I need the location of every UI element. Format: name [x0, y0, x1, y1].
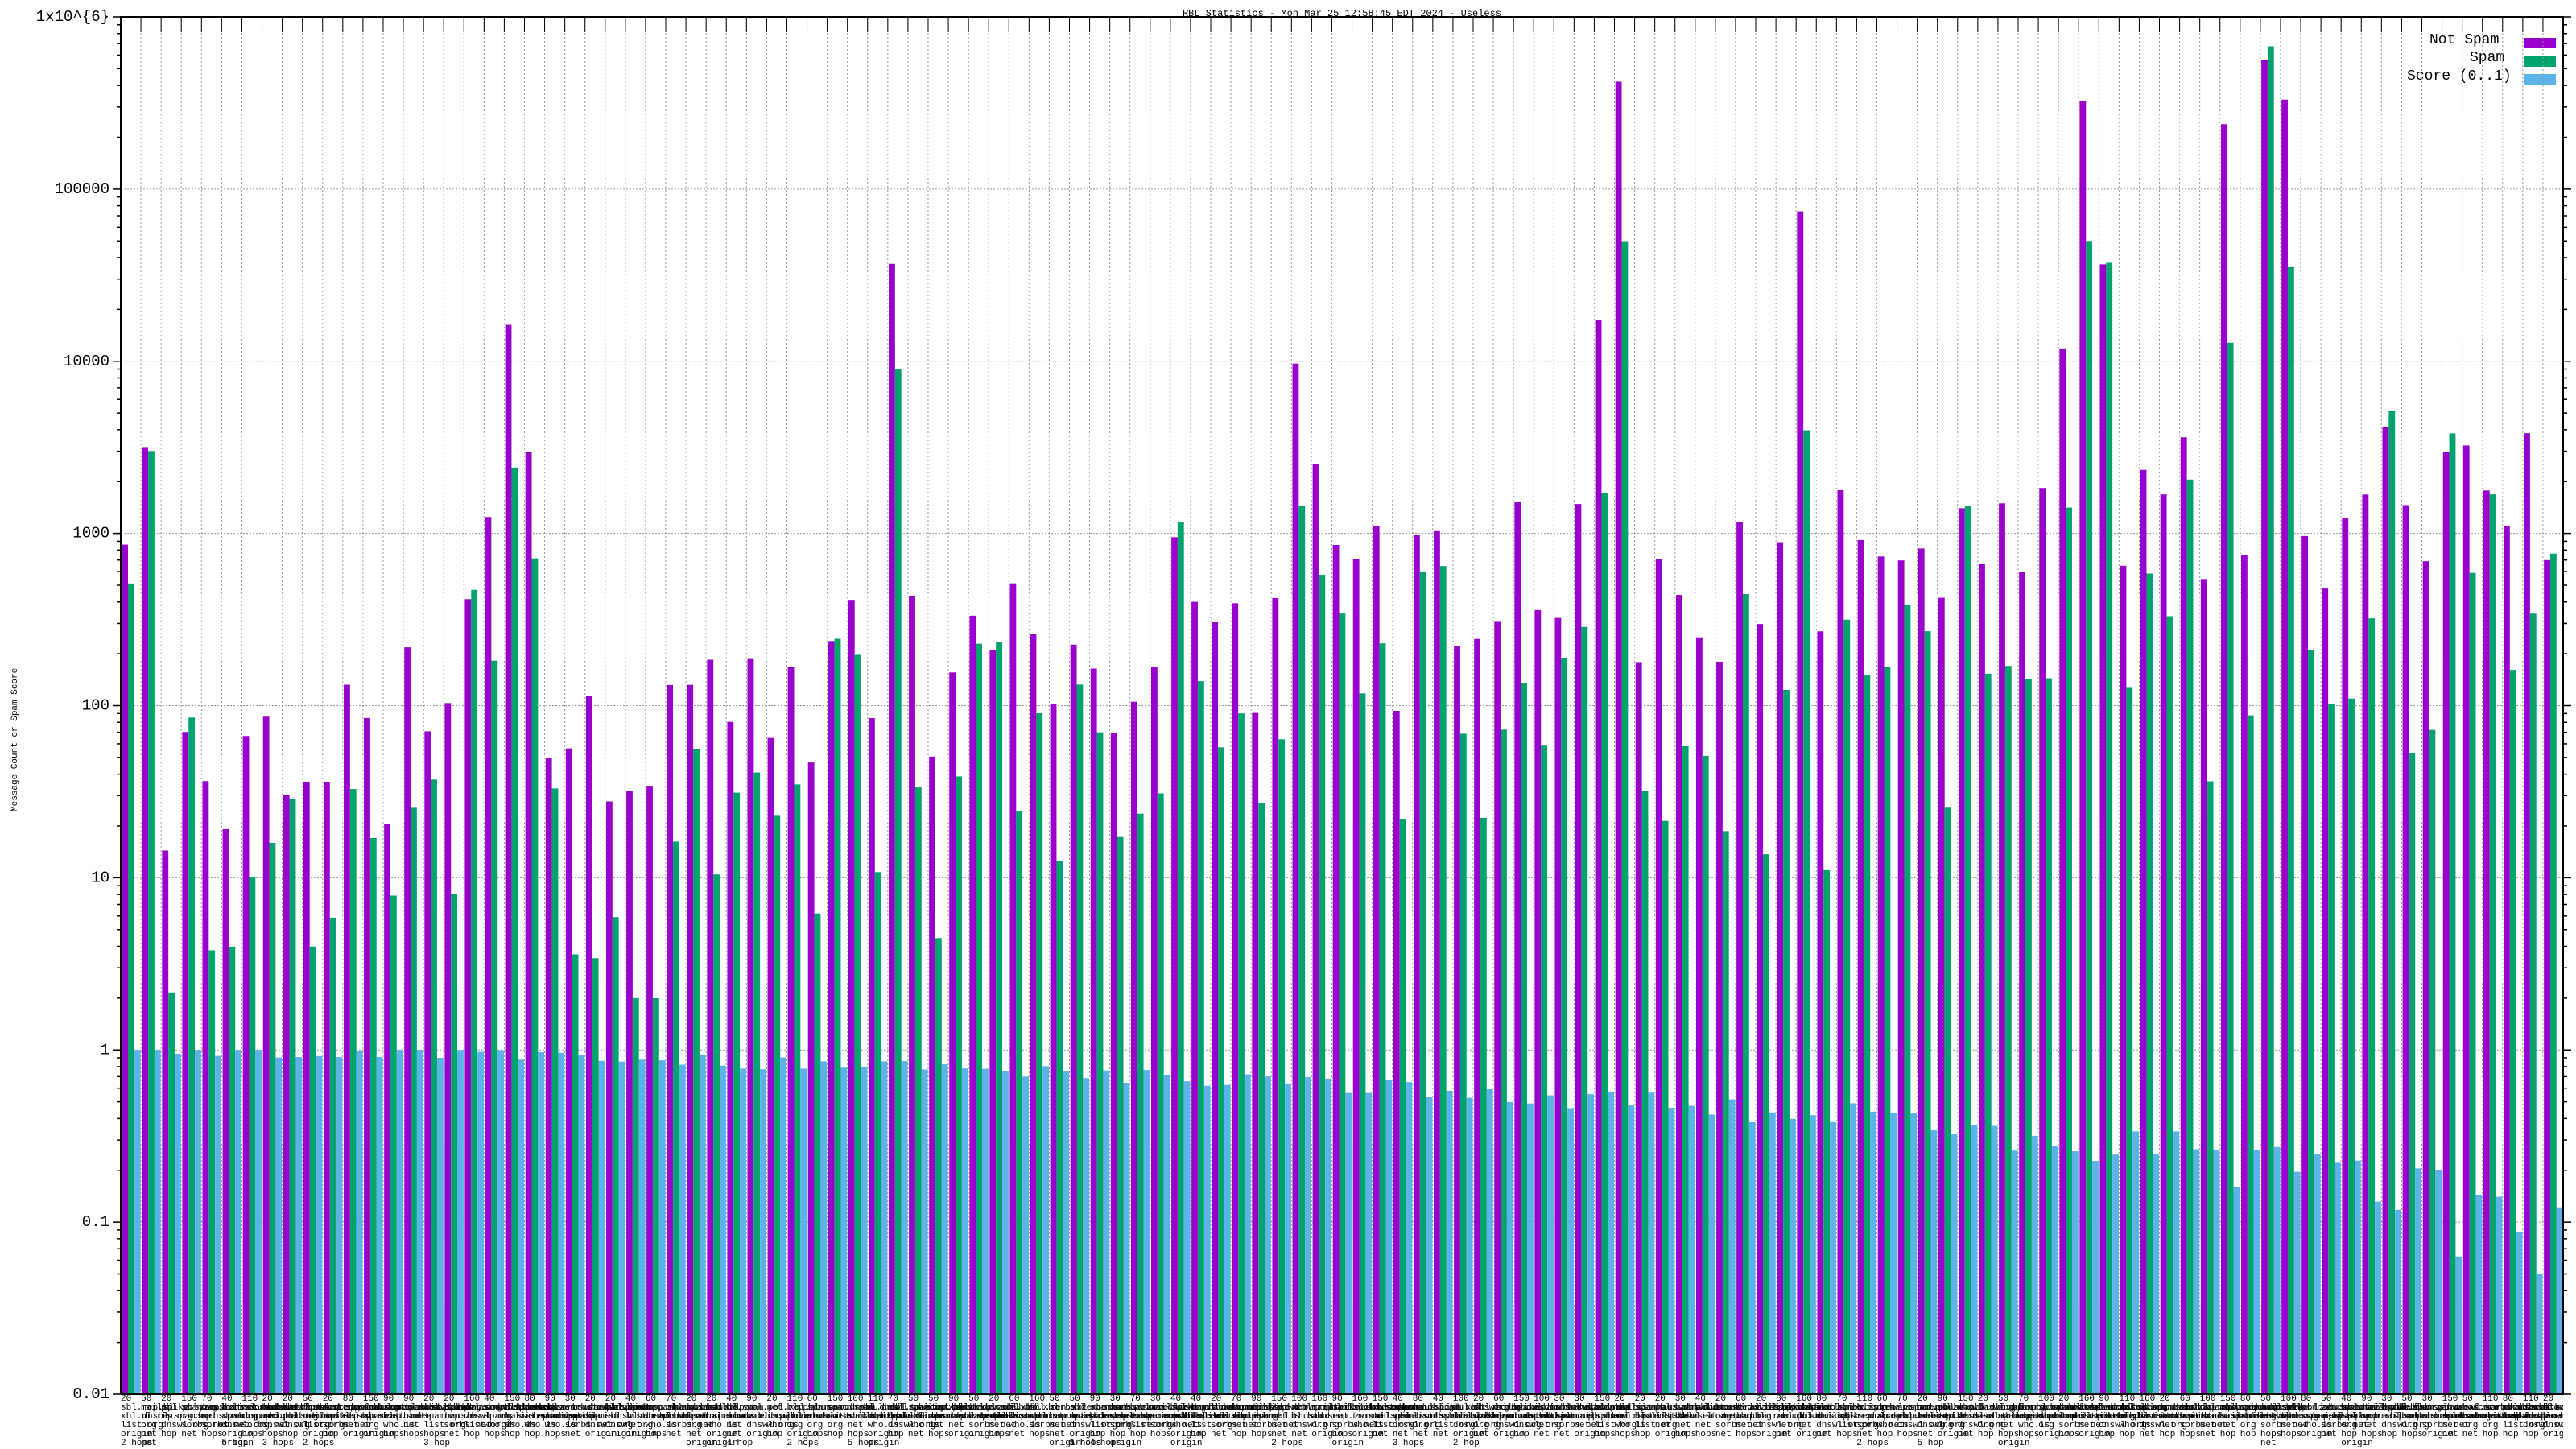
- svg-text:1: 1: [101, 1041, 109, 1059]
- svg-text:1000: 1000: [72, 525, 109, 543]
- svg-text:100000: 100000: [55, 180, 109, 198]
- svg-text:0.01: 0.01: [72, 1385, 109, 1403]
- svg-text:10: 10: [91, 869, 109, 886]
- svg-text:0.1: 0.1: [82, 1213, 109, 1231]
- svg-text:1x10^{6}: 1x10^{6}: [36, 8, 109, 26]
- svg-text:10000: 10000: [64, 353, 109, 370]
- svg-text:100: 100: [82, 697, 109, 715]
